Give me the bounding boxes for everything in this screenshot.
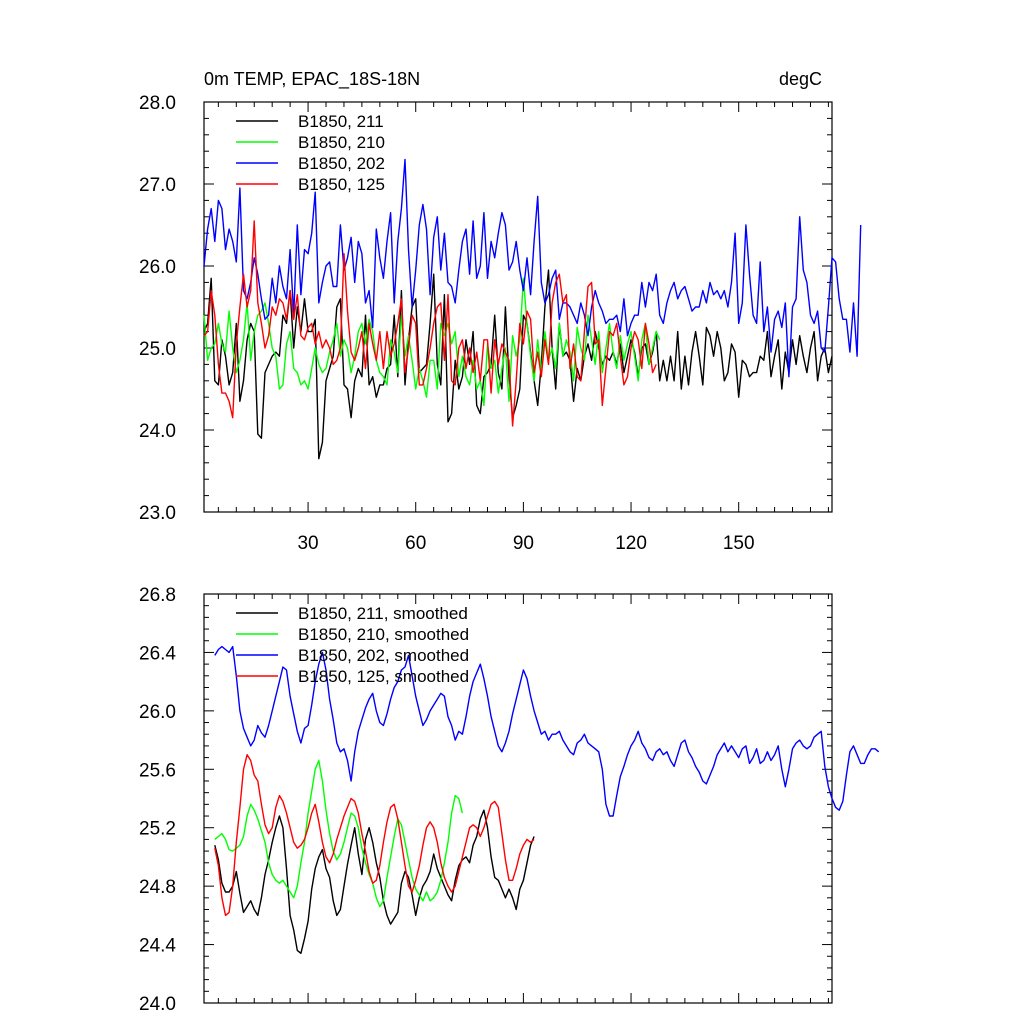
y-tick-label: 24.0: [139, 994, 176, 1015]
y-tick-label: 25.2: [139, 819, 176, 840]
y-tick-label: 25.6: [139, 760, 176, 781]
chart-units: degC: [779, 69, 822, 89]
series-line-4: [214, 754, 535, 917]
y-tick-label: 25.0: [139, 339, 176, 360]
x-tick-label: 120: [615, 533, 647, 554]
series-line-3: [203, 158, 862, 378]
x-tick-label: 90: [513, 533, 534, 554]
y-tick-label: 24.0: [139, 421, 176, 442]
series-line-3: [214, 645, 880, 817]
bottom-plot-area: 24.0 24.4 24.8 25.2 25.6 26.0 26.4 26.8 B1850, 2…: [139, 585, 880, 1015]
legend-label: B1850, 210: [298, 133, 385, 152]
y-tick-label: 24.4: [139, 936, 176, 957]
legend-label: B1850, 125: [298, 175, 385, 194]
series-line-1: [203, 269, 833, 460]
y-tick-label: 26.0: [139, 257, 176, 278]
legend-label: B1850, 211, smoothed: [298, 604, 468, 623]
plot-frame: [203, 101, 833, 513]
x-tick-label: 150: [723, 533, 755, 554]
y-tick-label: 23.0: [139, 503, 176, 524]
legend-label: B1850, 211: [298, 112, 384, 131]
series-line-2: [203, 277, 661, 407]
y-tick-label: 26.8: [139, 585, 176, 606]
series-line-2: [214, 759, 464, 908]
legend-label: B1850, 210, smoothed: [298, 625, 469, 644]
bottom-panel: 24.0 24.4 24.8 25.2 25.6 26.0 26.4 26.8 B1850, 2…: [139, 585, 880, 1015]
y-tick-label: 27.0: [139, 175, 176, 196]
y-tick-label: 26.0: [139, 702, 176, 723]
top-plot-area: 30 60 90 120 150 23.0 24.0 25.0 26.0 27.0 28.0 B185…: [139, 93, 862, 554]
legend-label: B1850, 202, smoothed: [298, 646, 469, 665]
x-tick-label: 30: [297, 533, 318, 554]
y-tick-label: 28.0: [139, 93, 176, 114]
chart-title: 0m TEMP, EPAC_18S-18N: [204, 69, 420, 90]
y-tick-label: 24.8: [139, 877, 176, 898]
series-line-4: [203, 220, 657, 427]
y-tick-label: 26.4: [139, 643, 176, 664]
x-tick-label: 60: [405, 533, 426, 554]
legend-label: B1850, 125, smoothed: [298, 667, 469, 686]
legend-label: B1850, 202: [298, 154, 385, 173]
top-panel: 0m TEMP, EPAC_18S-18N degC 30 60 90 120 150 2…: [139, 69, 862, 554]
